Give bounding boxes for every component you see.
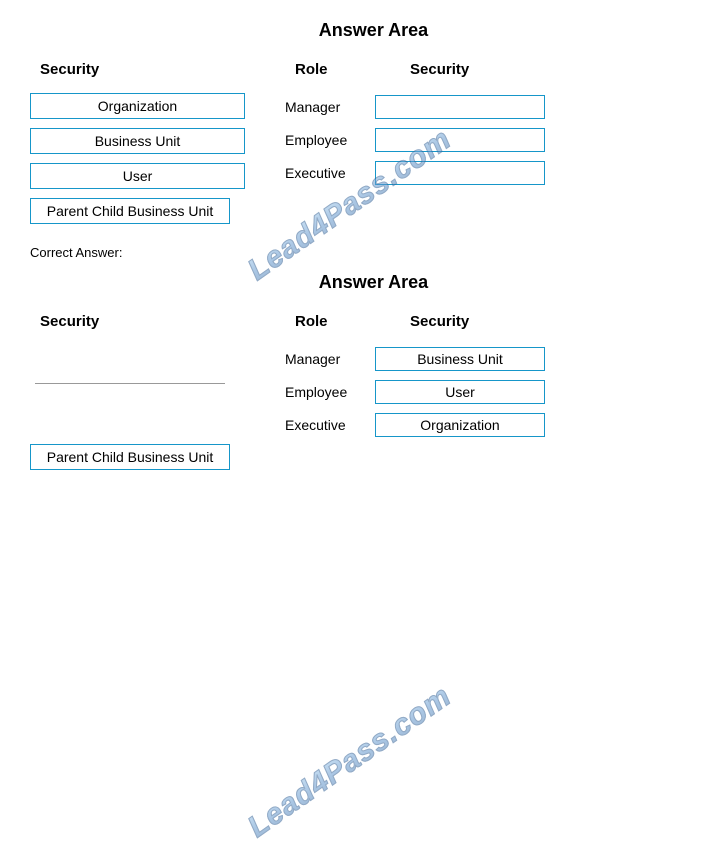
- empty-divider: [35, 383, 225, 384]
- left-drag-column-bottom: Parent Child Business Unit: [30, 345, 245, 479]
- role-label: Manager: [285, 351, 375, 367]
- drag-box[interactable]: Parent Child Business Unit: [30, 444, 230, 470]
- role-row: Employee: [285, 128, 615, 152]
- left-drag-column-top: Organization Business Unit User Parent C…: [30, 93, 245, 233]
- answer-area-title-bottom: Answer Area: [210, 272, 537, 293]
- left-col-header-bottom: Security: [30, 313, 245, 330]
- drop-box[interactable]: [375, 128, 545, 152]
- right-col-header-top: Security: [390, 61, 590, 78]
- role-row: Employee User: [285, 380, 615, 404]
- drag-box[interactable]: Organization: [30, 93, 245, 119]
- drop-box[interactable]: [375, 95, 545, 119]
- role-label: Executive: [285, 417, 375, 433]
- correct-answer-label: Correct Answer:: [30, 245, 687, 260]
- drop-box[interactable]: User: [375, 380, 545, 404]
- drop-box[interactable]: [375, 161, 545, 185]
- role-row: Executive: [285, 161, 615, 185]
- right-drop-column-bottom: Manager Business Unit Employee User Exec…: [285, 345, 615, 479]
- drag-box[interactable]: Parent Child Business Unit: [30, 198, 230, 224]
- drop-box[interactable]: Business Unit: [375, 347, 545, 371]
- drag-box[interactable]: Business Unit: [30, 128, 245, 154]
- top-section: Organization Business Unit User Parent C…: [30, 93, 687, 233]
- drag-box[interactable]: User: [30, 163, 245, 189]
- role-row: Manager Business Unit: [285, 347, 615, 371]
- left-col-header-top: Security: [30, 61, 245, 78]
- watermark-text: Lead4Pass.com: [242, 679, 458, 844]
- drop-box[interactable]: Organization: [375, 413, 545, 437]
- role-label: Employee: [285, 132, 375, 148]
- role-label: Executive: [285, 165, 375, 181]
- role-label: Employee: [285, 384, 375, 400]
- bottom-section: Parent Child Business Unit Manager Busin…: [30, 345, 687, 479]
- answer-area-title-top: Answer Area: [210, 20, 537, 41]
- role-row: Manager: [285, 95, 615, 119]
- role-row: Executive Organization: [285, 413, 615, 437]
- role-col-header-bottom: Role: [285, 313, 390, 330]
- right-drop-column-top: Manager Employee Executive: [285, 93, 615, 233]
- right-col-header-bottom: Security: [390, 313, 590, 330]
- role-label: Manager: [285, 99, 375, 115]
- role-col-header-top: Role: [285, 61, 390, 78]
